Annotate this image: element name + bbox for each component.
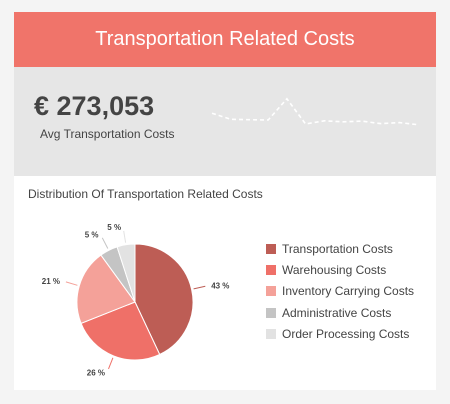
kpi-value: € 273,053: [34, 91, 155, 121]
pie-leader-line-4: [101, 237, 109, 249]
pie-leader-line-5: [123, 230, 127, 243]
pie-slice-5: [116, 243, 136, 303]
legend-item: Inventory Carrying Costs: [266, 281, 436, 302]
legend-swatch: [266, 307, 276, 318]
legend-label: Inventory Carrying Costs: [282, 284, 415, 299]
pie-data-label-4: 5 %: [85, 230, 99, 239]
legend-item: Administrative Costs: [266, 302, 436, 323]
legend-item: Warehousing Costs: [266, 259, 436, 280]
legend-label: Administrative Costs: [282, 305, 392, 320]
legend-swatch: [266, 329, 276, 340]
kpi-sparkline: [211, 97, 419, 126]
legend-swatch: [266, 286, 276, 297]
pie-data-label-1: 43 %: [211, 281, 229, 290]
kpi-panel: € 273,053 Avg Transportation Costs: [14, 67, 436, 176]
pie-leader-line-2: [108, 357, 114, 370]
dashboard-card: Transportation Related Costs € 273,053 A…: [14, 12, 436, 390]
sparkline-path: [211, 97, 419, 126]
kpi-label: Avg Transportation Costs: [40, 127, 175, 141]
pie-data-label-3: 21 %: [42, 277, 60, 286]
pie-leader-line-1: [193, 285, 206, 290]
pie-data-label-5: 5 %: [107, 223, 121, 232]
legend-label: Order Processing Costs: [282, 327, 410, 342]
legend-swatch: [266, 243, 276, 254]
legend-item: Order Processing Costs: [266, 324, 436, 345]
pie-leader-line-3: [65, 281, 78, 286]
legend-swatch: [266, 265, 276, 276]
chart-legend: Transportation Costs Warehousing Costs Inv…: [266, 238, 436, 345]
legend-label: Warehousing Costs: [282, 263, 387, 278]
legend-item: Transportation Costs: [266, 238, 436, 259]
card-title: Transportation Related Costs: [95, 28, 355, 50]
pie-slice-1: [134, 243, 194, 356]
pie-slice-3: [76, 254, 136, 324]
pie-chart: 43 % 26 % 21 % 5 % 5 %: [42, 223, 230, 378]
chart-title: Distribution Of Transportation Related C…: [28, 187, 263, 201]
legend-label: Transportation Costs: [282, 241, 393, 256]
pie-slice-2: [80, 301, 161, 361]
pie-data-label-2: 26 %: [87, 369, 105, 378]
card-header: Transportation Related Costs: [14, 12, 436, 67]
